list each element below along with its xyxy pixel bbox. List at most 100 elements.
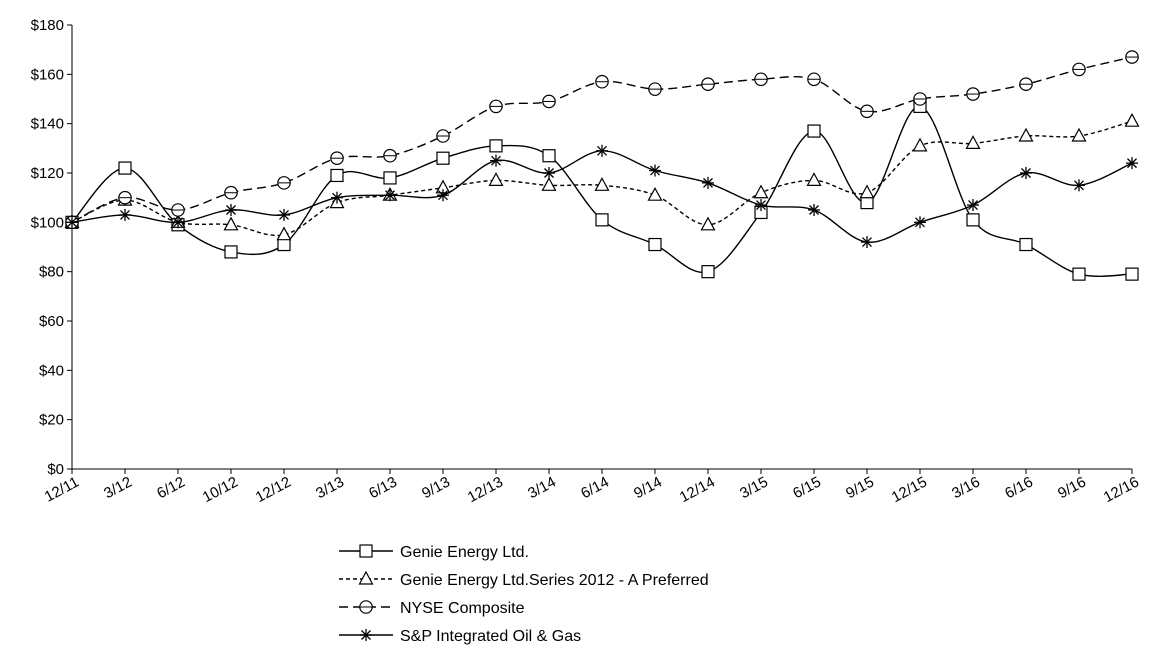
data-point (489, 139, 503, 153)
data-point (1126, 157, 1138, 170)
series-circle (65, 50, 1139, 230)
data-point (808, 204, 820, 216)
x-tick-label: 9/15 (843, 474, 877, 503)
legend-marker (360, 629, 372, 641)
x-tick-label: 12/13 (465, 474, 506, 507)
x-tick-label: 12/12 (253, 474, 294, 507)
x-tick-label: 10/12 (200, 474, 241, 507)
data-point (1125, 50, 1139, 64)
x-tick-label: 12/15 (889, 474, 930, 507)
x-axis-ticks: 12/11 3/12 6/12 10/12 12/12 3/13 6/13 9/13 12/13… (42, 469, 1142, 506)
legend-item: Genie Energy Ltd.Series 2012 - A Preferr… (339, 570, 709, 589)
x-tick-label: 3/13 (313, 474, 347, 503)
legend-label: NYSE Composite (400, 600, 525, 617)
data-point (278, 208, 290, 221)
x-tick-label: 6/13 (366, 474, 400, 503)
data-point (490, 154, 502, 167)
y-tick-label: $40 (39, 362, 64, 379)
data-point (1072, 62, 1086, 77)
data-point (700, 216, 716, 231)
legend-item: Genie Energy Ltd. (339, 544, 529, 561)
x-tick-label: 6/16 (1002, 474, 1036, 503)
data-point (913, 92, 927, 106)
data-point (914, 216, 926, 229)
data-point (648, 237, 662, 252)
data-point (277, 176, 291, 190)
series-line (71, 120, 1133, 237)
data-point (66, 216, 78, 229)
data-point (542, 149, 556, 163)
x-tick-label: 9/13 (419, 474, 453, 503)
data-point (224, 185, 238, 200)
legend-marker (358, 570, 374, 585)
data-point (861, 236, 873, 249)
x-tick-label: 12/16 (1101, 474, 1142, 507)
data-point (383, 148, 397, 163)
y-tick-label: $0 (47, 461, 64, 478)
data-point (384, 189, 396, 202)
data-point (224, 245, 238, 259)
y-tick-label: $100 (31, 214, 64, 231)
x-tick-label: 3/12 (101, 474, 135, 503)
data-point (596, 144, 608, 157)
data-point (541, 177, 557, 191)
legend-label: S&P Integrated Oil & Gas (400, 628, 581, 645)
data-point (965, 135, 981, 149)
data-point (702, 176, 714, 189)
legend-item: NYSE Composite (339, 600, 525, 617)
data-point (1018, 127, 1034, 142)
data-point (912, 137, 928, 152)
data-point (701, 265, 715, 279)
legend-marker (359, 600, 373, 614)
data-point (807, 124, 821, 138)
y-tick-label: $160 (31, 66, 64, 83)
series-square (65, 99, 1139, 281)
data-point (119, 208, 131, 221)
data-point (1071, 127, 1087, 142)
series-layer (64, 50, 1140, 281)
y-axis-ticks: $0 $20 $40 $60 $80 $100 $120 $140 $160 $180 (31, 17, 72, 478)
data-point (223, 216, 239, 231)
data-point (753, 184, 769, 199)
data-point (967, 199, 979, 212)
data-point (966, 87, 980, 101)
y-tick-label: $80 (39, 264, 64, 281)
x-tick-label: 6/14 (578, 474, 612, 503)
data-point (1124, 112, 1140, 127)
data-point (331, 191, 343, 204)
y-tick-label: $140 (31, 116, 64, 133)
y-tick-label: $60 (39, 313, 64, 330)
data-point (860, 104, 874, 119)
data-point (330, 168, 344, 183)
data-point (542, 94, 556, 109)
data-point (859, 184, 875, 199)
data-point (330, 151, 344, 165)
data-point (276, 226, 292, 241)
series-star (66, 144, 1138, 249)
x-tick-label: 3/16 (949, 474, 983, 503)
data-point (1125, 267, 1139, 281)
data-point (1020, 167, 1032, 179)
series-line (71, 105, 1133, 277)
data-point (966, 213, 980, 227)
x-tick-label: 12/14 (677, 474, 718, 507)
data-point (118, 190, 132, 205)
data-point (489, 99, 503, 114)
data-point (1073, 179, 1085, 192)
data-point (807, 72, 821, 87)
data-point (171, 203, 185, 217)
y-tick-label: $20 (39, 412, 64, 429)
data-point (437, 189, 449, 202)
data-point (649, 164, 661, 177)
data-point (383, 171, 397, 185)
x-tick-label: 9/14 (631, 474, 665, 503)
data-point (754, 72, 768, 87)
data-point (225, 204, 237, 216)
data-point (488, 172, 504, 186)
x-tick-label: 3/15 (737, 474, 771, 503)
data-point (436, 129, 450, 143)
legend-label: Genie Energy Ltd.Series 2012 - A Preferr… (400, 572, 709, 589)
legend-label: Genie Energy Ltd. (400, 544, 529, 561)
data-point (755, 199, 767, 212)
